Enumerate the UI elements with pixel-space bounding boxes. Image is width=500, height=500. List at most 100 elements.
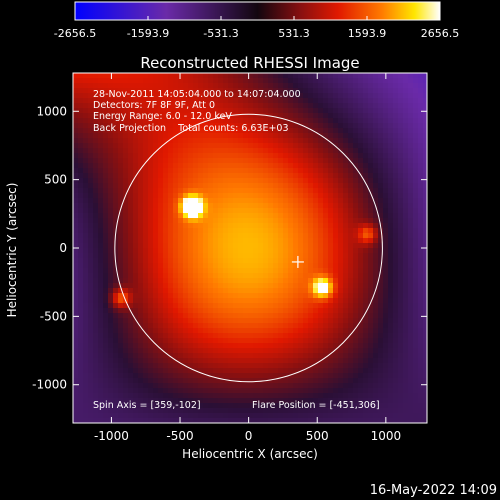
heatmap-cell	[88, 408, 94, 414]
heatmap-cell	[353, 228, 359, 234]
heatmap-cell	[128, 383, 134, 389]
heatmap-cell	[378, 383, 384, 389]
heatmap-cell	[368, 78, 374, 84]
heatmap-cell	[363, 338, 369, 344]
heatmap-cell	[88, 298, 94, 304]
heatmap-cell	[248, 413, 254, 419]
heatmap-cell	[418, 93, 424, 99]
heatmap-cell	[368, 88, 374, 94]
heatmap-cell	[403, 258, 409, 264]
heatmap-cell	[148, 243, 154, 249]
heatmap-cell	[103, 408, 109, 414]
heatmap-cell	[263, 333, 269, 339]
heatmap-cell	[323, 378, 329, 384]
heatmap-cell	[123, 398, 129, 404]
heatmap-cell	[268, 348, 274, 354]
heatmap-cell	[393, 248, 399, 254]
heatmap-cell	[353, 403, 359, 409]
heatmap-cell	[173, 313, 179, 319]
heatmap-cell	[248, 338, 254, 344]
heatmap-cell	[103, 278, 109, 284]
heatmap-cell	[358, 323, 364, 329]
heatmap-cell	[113, 283, 119, 289]
heatmap-cell	[403, 398, 409, 404]
heatmap-cell	[113, 338, 119, 344]
colorbar-tick-label: -1593.9	[127, 27, 169, 40]
heatmap-cell	[158, 168, 164, 174]
heatmap-cell	[168, 98, 174, 104]
heatmap-cell	[358, 328, 364, 334]
heatmap-cell	[293, 233, 299, 239]
heatmap-cell	[128, 288, 134, 294]
heatmap-cell	[88, 178, 94, 184]
heatmap-cell	[178, 373, 184, 379]
heatmap-cell	[183, 178, 189, 184]
heatmap-cell	[178, 358, 184, 364]
heatmap-cell	[278, 368, 284, 374]
heatmap-cell	[73, 243, 79, 249]
heatmap-cell	[308, 388, 314, 394]
heatmap-cell	[313, 373, 319, 379]
heatmap-cell	[383, 133, 389, 139]
heatmap-cell	[153, 383, 159, 389]
heatmap-cell	[178, 78, 184, 84]
heatmap-cell	[98, 388, 104, 394]
heatmap-cell	[98, 368, 104, 374]
heatmap-cell	[238, 88, 244, 94]
heatmap-cell	[343, 188, 349, 194]
heatmap-cell	[293, 113, 299, 119]
heatmap-cell	[393, 283, 399, 289]
heatmap-cell	[123, 418, 129, 423]
heatmap-cell	[133, 203, 139, 209]
heatmap-cell	[358, 73, 364, 79]
heatmap-cell	[253, 118, 259, 124]
heatmap-cell	[233, 268, 239, 274]
heatmap-cell	[173, 288, 179, 294]
heatmap-cell	[338, 258, 344, 264]
heatmap-cell	[348, 253, 354, 259]
heatmap-cell	[163, 93, 169, 99]
heatmap-cell	[113, 198, 119, 204]
heatmap-cell	[383, 188, 389, 194]
heatmap-cell	[313, 398, 319, 404]
heatmap-cell	[173, 128, 179, 134]
heatmap-cell	[393, 323, 399, 329]
heatmap-cell	[233, 388, 239, 394]
heatmap-cell	[178, 418, 184, 423]
heatmap-cell	[268, 283, 274, 289]
heatmap-cell	[73, 108, 79, 114]
heatmap-cell	[258, 408, 264, 414]
heatmap-cell	[213, 128, 219, 134]
heatmap-cell	[173, 173, 179, 179]
heatmap-cell	[158, 173, 164, 179]
heatmap-cell	[183, 208, 189, 214]
heatmap-cell	[178, 148, 184, 154]
heatmap-cell	[368, 213, 374, 219]
heatmap-cell	[123, 268, 129, 274]
heatmap-cell	[228, 278, 234, 284]
heatmap-cell	[358, 143, 364, 149]
heatmap-cell	[103, 378, 109, 384]
heatmap-cell	[73, 388, 79, 394]
heatmap-cell	[333, 83, 339, 89]
heatmap-cell	[78, 348, 84, 354]
heatmap-cell	[353, 318, 359, 324]
heatmap-cell	[418, 268, 424, 274]
heatmap-cell	[153, 398, 159, 404]
heatmap-cell	[413, 103, 419, 109]
heatmap-cell	[138, 203, 144, 209]
heatmap-cell	[83, 163, 89, 169]
heatmap-cell	[238, 258, 244, 264]
heatmap-cell	[228, 213, 234, 219]
heatmap-cell	[278, 178, 284, 184]
heatmap-cell	[238, 273, 244, 279]
heatmap-cell	[273, 168, 279, 174]
heatmap-cell	[278, 233, 284, 239]
heatmap-cell	[228, 333, 234, 339]
heatmap-cell	[278, 158, 284, 164]
heatmap-cell	[228, 98, 234, 104]
heatmap-cell	[263, 88, 269, 94]
heatmap-cell	[253, 318, 259, 324]
heatmap-cell	[238, 333, 244, 339]
heatmap-cell	[313, 413, 319, 419]
